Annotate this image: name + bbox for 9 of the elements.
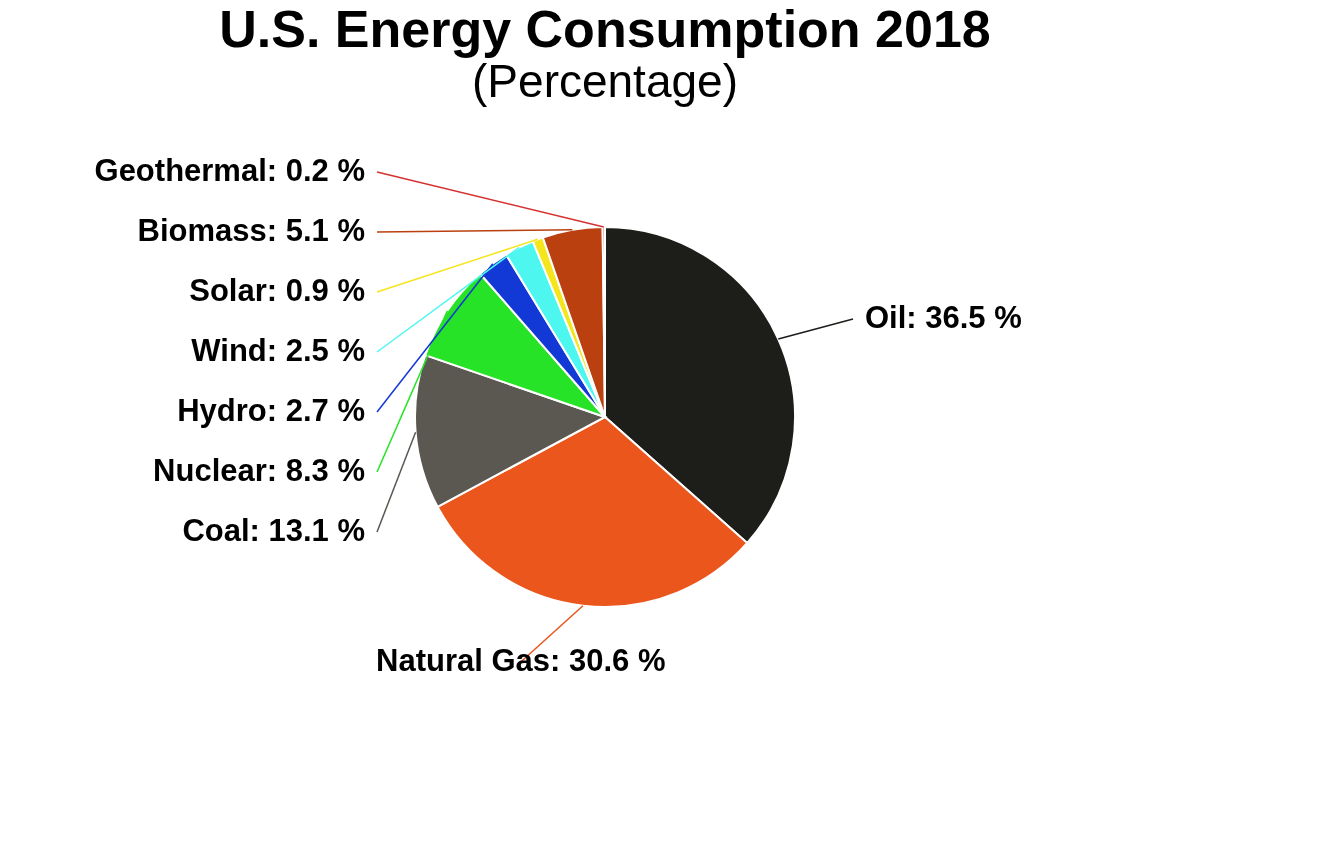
slice-label: Biomass: 5.1 % (137, 213, 365, 248)
slice-label: Hydro: 2.7 % (177, 393, 365, 428)
slice-label: Wind: 2.5 % (191, 333, 365, 368)
slice-label: Solar: 0.9 % (189, 273, 365, 308)
slice-label: Oil: 36.5 % (865, 300, 1022, 336)
slice-label: Natural Gas: 30.6 % (376, 643, 666, 678)
slice-label: Coal: 13.1 % (182, 513, 365, 548)
slice-label: Geothermal: 0.2 % (94, 153, 365, 188)
slice-label: Nuclear: 8.3 % (153, 453, 365, 488)
